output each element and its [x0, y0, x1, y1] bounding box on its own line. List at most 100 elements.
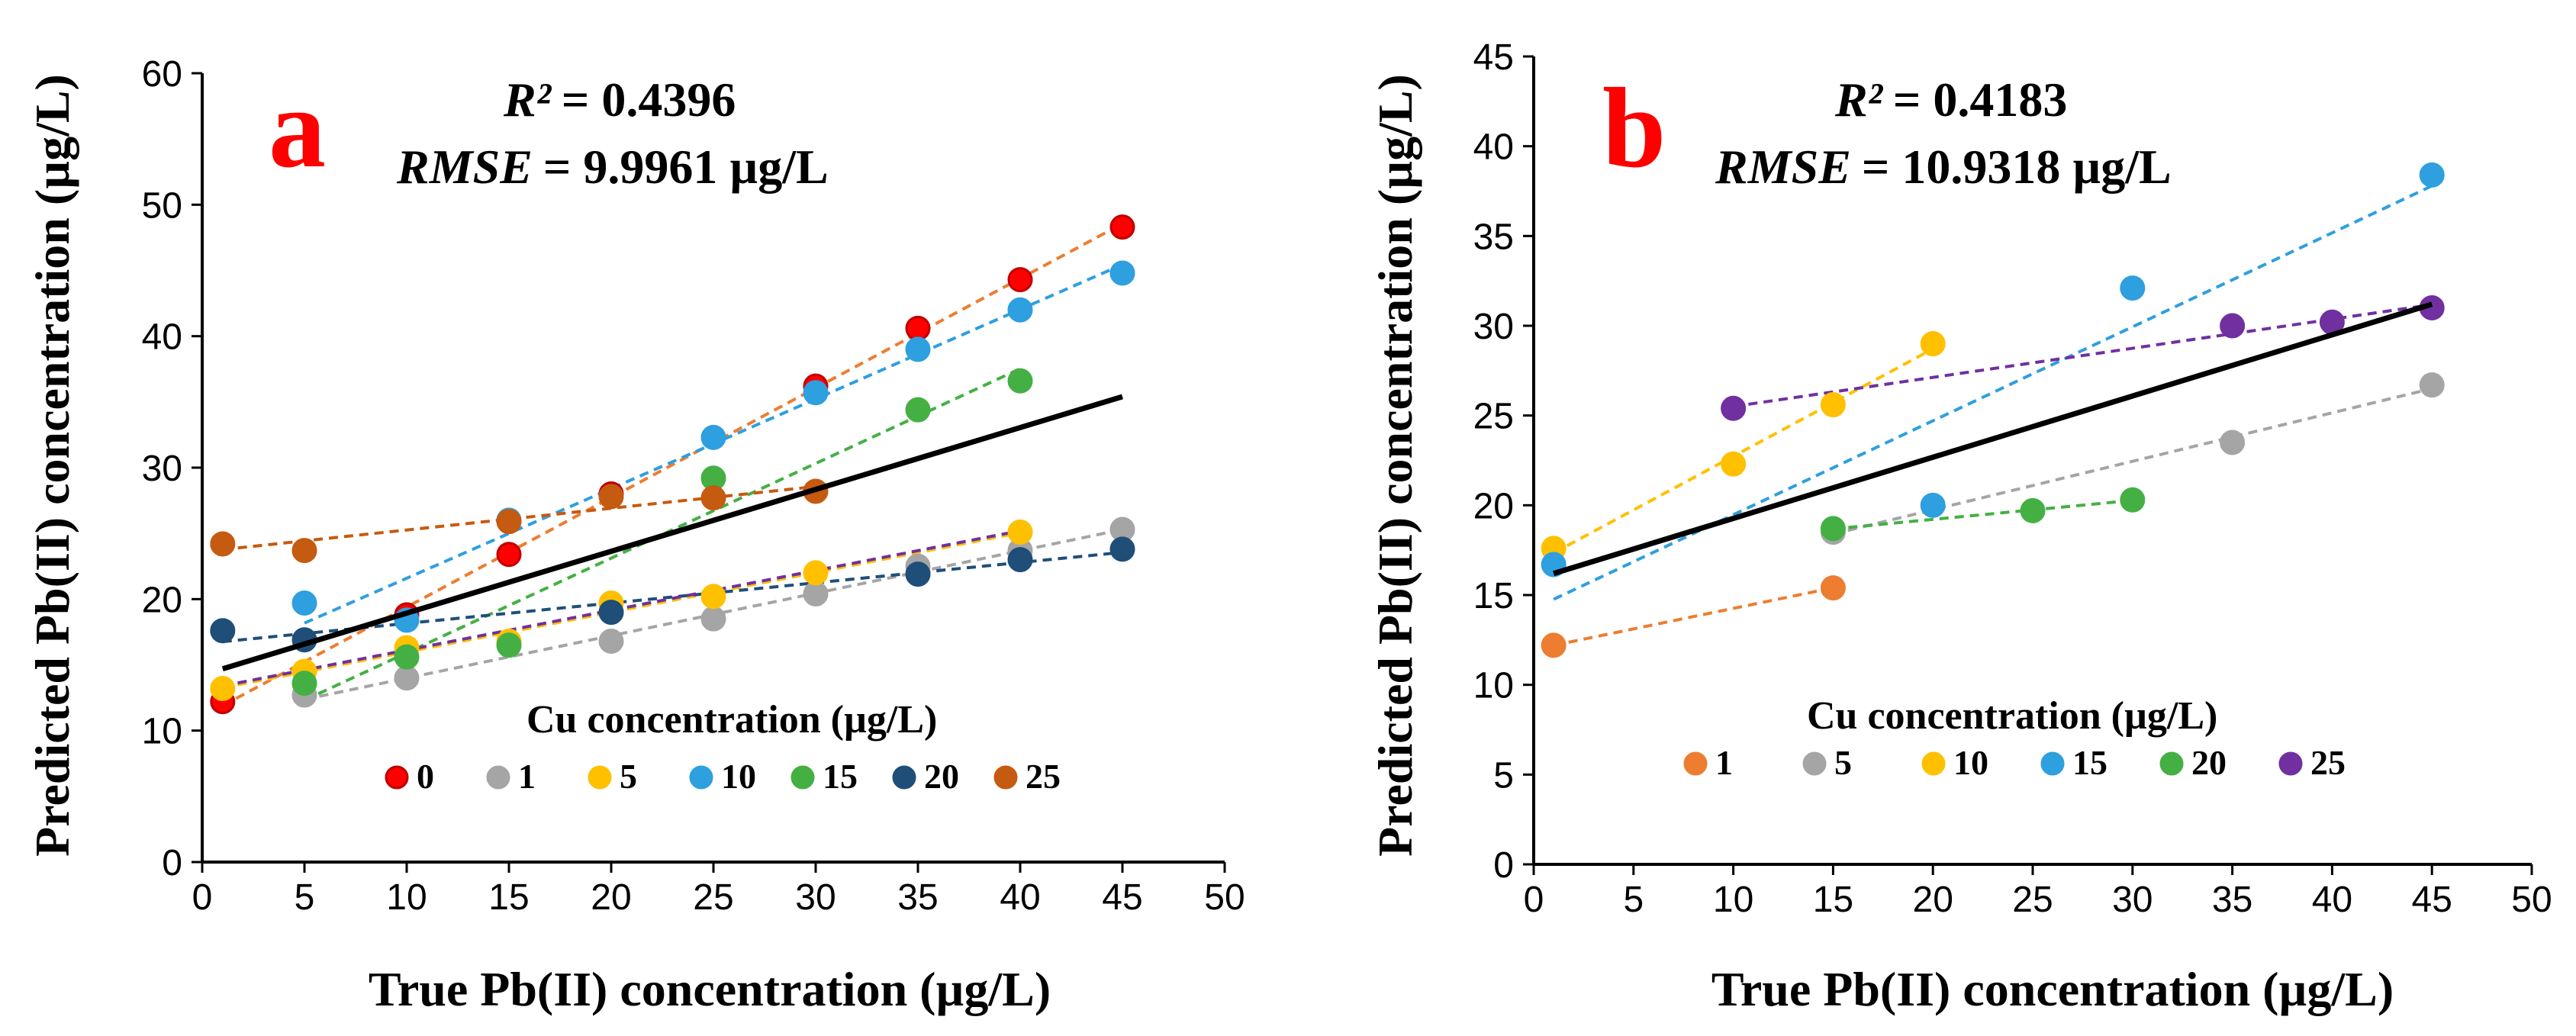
panel-b-y-tick-label: 45 — [1473, 37, 1514, 78]
panel-a-point-cu1 — [803, 581, 829, 606]
panel-a-point-cu5 — [210, 676, 236, 702]
panel-b-trend-25 — [1733, 303, 2433, 408]
panel-a-legend-label-15: 15 — [823, 757, 858, 796]
panel-a-point-cu10 — [905, 336, 931, 362]
panel-b-y-tick-label: 5 — [1493, 755, 1514, 796]
panel-b-legend-title: Cu concentration (µg/L) — [1807, 694, 2217, 738]
panel-a-point-cu1 — [700, 606, 726, 632]
panel-b-point-cu20 — [1820, 516, 1846, 542]
panel-a-legend-label-0: 0 — [417, 757, 434, 796]
panel-a-legend-marker-1 — [486, 765, 510, 790]
panel-b-x-tick-label: 5 — [1623, 880, 1644, 920]
panel-b-point-cu1 — [1820, 575, 1846, 601]
panel-a-point-cu15 — [291, 671, 317, 697]
panel-b-point-cu25 — [1721, 395, 1747, 421]
panel-a-point-cu0 — [1007, 267, 1033, 293]
panel-a-point-cu20 — [210, 618, 236, 644]
panel-b-legend-label-10: 10 — [1953, 743, 1988, 782]
panel-a-trend-5 — [222, 531, 1021, 690]
panel-b-legend-marker-5 — [1802, 751, 1827, 776]
panel-a-point-cu5 — [1007, 519, 1033, 545]
panel-b-y-tick-label: 25 — [1473, 397, 1514, 437]
panel-b-r2-label: R² — [1834, 72, 1884, 127]
panel-b-point-cu20 — [2020, 497, 2046, 523]
panel-a-x-tick-label: 15 — [488, 877, 529, 918]
panel-a-point-cu20 — [598, 600, 624, 626]
panel-a-legend-title: Cu concentration (µg/L) — [526, 698, 937, 742]
panel-b-x-tick-label: 40 — [2312, 880, 2352, 920]
panel-a-r2-value: = 0.4396 — [562, 72, 736, 127]
panel-b-legend-label-15: 15 — [2072, 743, 2107, 782]
panel-a-y-tick-label: 0 — [162, 843, 182, 883]
panel-b-xlabel: True Pb(II) concentration (µg/L) — [1711, 962, 2394, 1016]
panel-a-r2-label: R² — [503, 72, 552, 127]
panel-b-x-tick-label: 0 — [1524, 880, 1544, 920]
panel-b-rmse: RMSE = 10.9318 µg/L — [1715, 140, 2172, 194]
panel-b-x-tick-label: 35 — [2212, 880, 2252, 920]
panel-b-legend-marker-20 — [2159, 751, 2184, 776]
panel-a-point-cu25 — [700, 485, 726, 511]
panel-a-point-cu1 — [394, 665, 420, 691]
panel-a-trend-0 — [221, 222, 1123, 707]
panel-a-x-tick-label: 30 — [795, 877, 836, 918]
panel-b-x-tick-label: 20 — [1913, 880, 1953, 920]
panel-b-trend-20 — [1833, 498, 2133, 531]
panel-a-legend-marker-25 — [993, 765, 1018, 790]
panel-b-x-tick-label: 30 — [2112, 880, 2153, 920]
panel-a-legend: 0 1 5 10 15 20 25 — [385, 757, 1061, 796]
panel-a-trend-20 — [222, 551, 1123, 644]
panel-a-point-cu15 — [496, 632, 522, 658]
panel-a-point-cu10 — [291, 590, 317, 616]
panel-b-point-cu15 — [2419, 162, 2445, 188]
panel-a-point-cu15 — [1007, 368, 1033, 394]
panel-b-point-cu10 — [1721, 451, 1747, 477]
panel-a-rmse-value: = 9.9961 µg/L — [543, 140, 829, 194]
panel-a-point-cu10 — [803, 380, 829, 406]
panel-a-legend-marker-0 — [385, 765, 409, 790]
panel-a-y-tick-label: 10 — [142, 712, 182, 752]
panel-a-trendlines — [221, 222, 1123, 707]
panel-a-point-cu1 — [598, 628, 624, 654]
panel-a-y-tick-label: 60 — [142, 54, 182, 95]
panel-a-point-cu25 — [496, 509, 522, 535]
panel-b-x-tick-label: 25 — [2012, 880, 2053, 920]
panel-b-trendlines — [1553, 184, 2433, 647]
panel-a-y-tick-label: 20 — [142, 580, 182, 620]
panel-a-letter: a — [269, 65, 326, 191]
panel-a-legend-marker-20 — [892, 765, 916, 790]
panel-b-point-cu20 — [2120, 487, 2146, 513]
panel-a-x-tick-label: 50 — [1204, 877, 1245, 918]
panel-b-legend-label-25: 25 — [2310, 743, 2346, 782]
panel-a-legend-marker-5 — [588, 765, 612, 790]
panel-a-xlabel: True Pb(II) concentration (µg/L) — [369, 962, 1051, 1016]
panel-b-overall-fit — [1553, 301, 2433, 577]
panel-b-legend-marker-10 — [1921, 751, 1946, 776]
panel-b-y-tick-label: 0 — [1493, 845, 1514, 886]
panel-b-point-cu10 — [1820, 392, 1846, 418]
panel-a-point-cu25 — [291, 538, 317, 564]
panel-a-point-cu20 — [1007, 547, 1033, 573]
panel-a-x-tick-label: 10 — [386, 877, 427, 918]
panel-a-x-tick-label: 5 — [295, 877, 315, 918]
panel-a-legend-label-20: 20 — [924, 757, 959, 796]
panel-a-rmse: RMSE = 9.9961 µg/L — [396, 140, 829, 194]
panel-b-legend-marker-25 — [2278, 751, 2303, 776]
panel-b-fit-line — [1553, 301, 2433, 577]
panel-b-legend-label-5: 5 — [1834, 743, 1852, 782]
panel-b-x-tick-label: 45 — [2412, 880, 2452, 920]
panel-b-point-cu10 — [1920, 331, 1946, 357]
panel-a-point-cu5 — [803, 560, 829, 586]
panel-b-y-tick-label: 20 — [1473, 486, 1514, 526]
panel-b-x-tick-label: 10 — [1713, 880, 1753, 920]
panel-a-legend-label-25: 25 — [1026, 757, 1061, 796]
panel-b-rmse-label: RMSE — [1715, 140, 1851, 194]
panel-b-legend: 1 5 10 15 20 25 — [1683, 743, 2346, 782]
panel-a-point-cu0 — [496, 542, 522, 568]
panel-a-x-tick-label: 45 — [1102, 877, 1142, 918]
panel-b-x-tick-label: 15 — [1813, 880, 1853, 920]
panel-b-point-cu25 — [2220, 313, 2246, 339]
panel-a-point-cu5 — [700, 584, 726, 610]
panel-b-trend-15 — [1553, 184, 2433, 601]
